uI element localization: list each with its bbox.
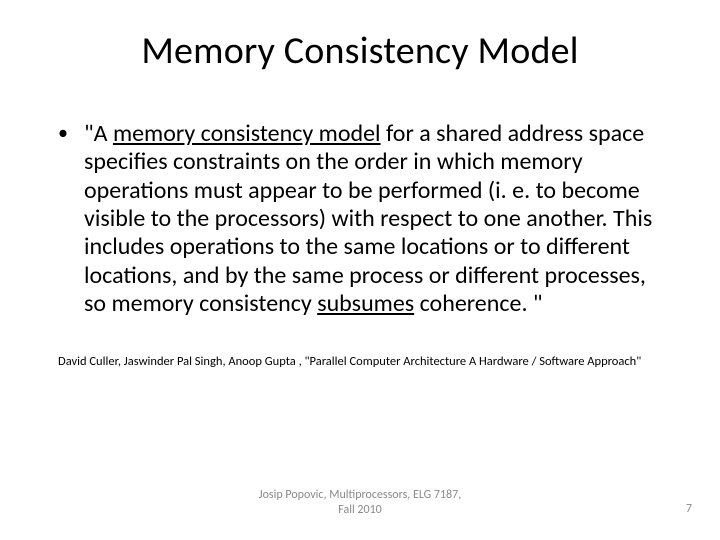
slide: Memory Consistency Model • "A memory con… [0, 0, 720, 540]
citation: David Culler, Jaswinder Pal Singh, Anoop… [58, 354, 662, 369]
footer-line-1: Josip Popovic, Multiprocessors, ELG 7187… [259, 488, 461, 502]
bullet-item: • "A memory consistency model for a shar… [58, 120, 662, 318]
footer-line-2: Fall 2010 [338, 503, 382, 517]
slide-title: Memory Consistency Model [58, 28, 662, 74]
quote-pre: "A [84, 119, 113, 148]
bullet-mark: • [58, 120, 84, 147]
slide-footer: Josip Popovic, Multiprocessors, ELG 7187… [0, 488, 720, 518]
quote-post: coherence. " [414, 289, 542, 318]
quote-underline-1: memory consistency model [113, 119, 381, 148]
slide-body: • "A memory consistency model for a shar… [58, 120, 662, 369]
page-number: 7 [686, 502, 692, 516]
quote-underline-2: subsumes [317, 289, 414, 318]
bullet-text: "A memory consistency model for a shared… [84, 120, 662, 318]
